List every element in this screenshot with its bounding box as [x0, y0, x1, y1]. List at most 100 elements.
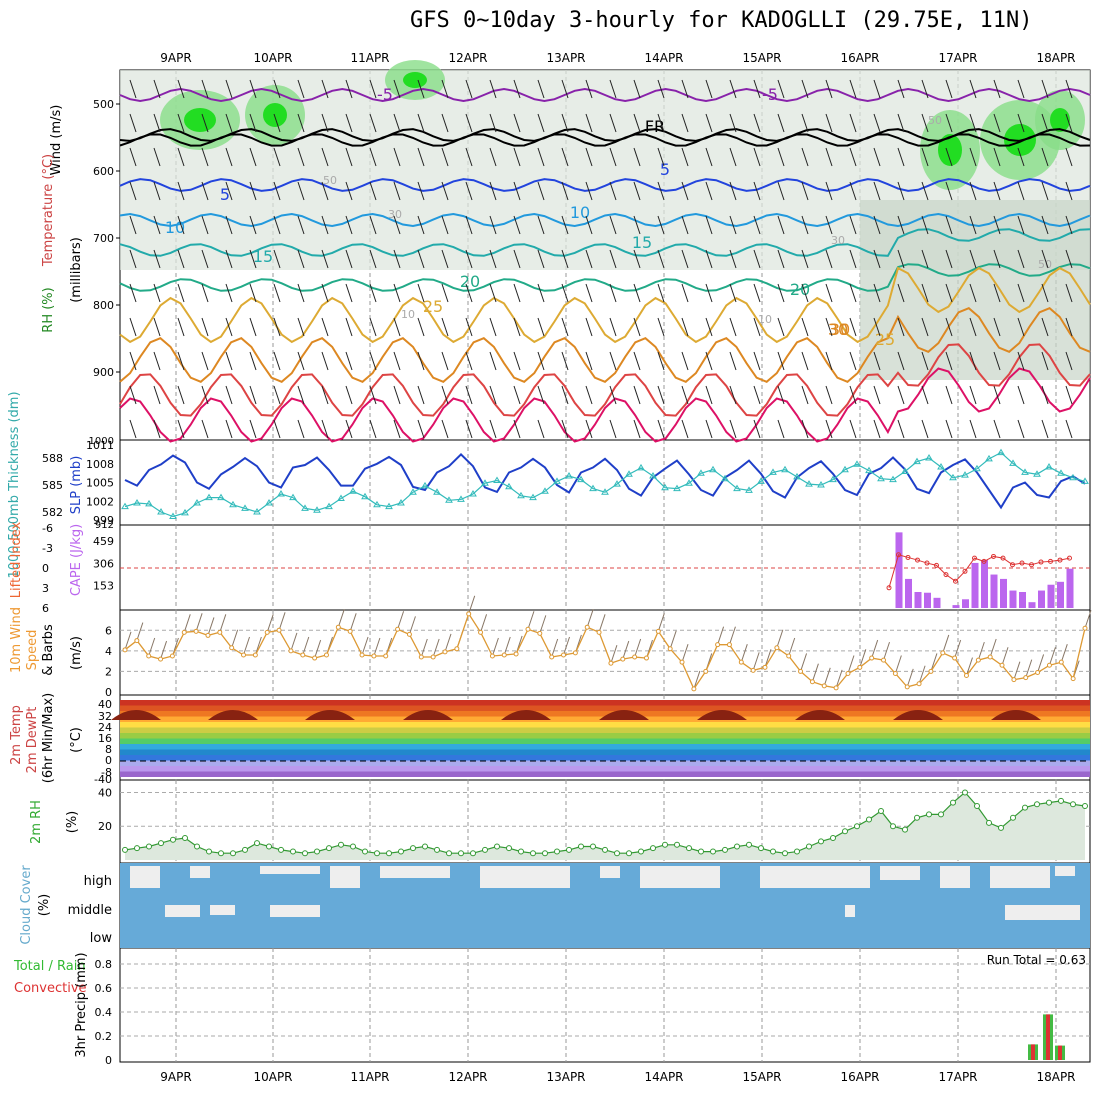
date-label-top: 12APR	[448, 51, 487, 65]
wind-barb	[633, 351, 641, 371]
wind-barb	[225, 351, 233, 371]
wind-barb-10m	[871, 639, 879, 659]
wind-marker	[798, 668, 804, 674]
wind-barb-10m	[160, 640, 168, 660]
wind-barb	[777, 113, 785, 133]
wind-barb	[873, 317, 881, 337]
wind-barb	[705, 385, 713, 405]
thickness-marker	[481, 479, 489, 486]
temp-tick: -40	[94, 773, 112, 786]
wind-barb	[969, 79, 977, 99]
wind-barb	[921, 419, 929, 439]
date-label-top: 13APR	[546, 51, 585, 65]
wind-barb-10m	[195, 613, 203, 632]
temperature-contour	[119, 87, 1091, 103]
thickness-marker	[1009, 459, 1017, 466]
wind-barb	[585, 215, 593, 235]
wind-barb	[705, 147, 713, 167]
wind-barb	[729, 147, 737, 167]
wind-barb	[585, 79, 593, 99]
cloud-gap	[1055, 866, 1075, 876]
wind-marker	[312, 655, 318, 661]
wind-barb	[537, 113, 545, 133]
wind-barb	[273, 113, 281, 133]
wind-barb	[849, 283, 857, 303]
wind-barb	[753, 283, 761, 303]
temp-max-bump	[305, 710, 355, 720]
wind-barb	[633, 283, 641, 303]
wind-barb	[465, 181, 473, 201]
wind-barb	[537, 351, 545, 371]
wind-barb	[417, 249, 425, 269]
wind-barb	[129, 317, 137, 337]
wind-marker	[525, 626, 531, 632]
precip-tick: 0.8	[95, 958, 113, 971]
wind-barb	[369, 249, 377, 269]
wind-barb-10m	[408, 616, 416, 635]
wind-barb	[225, 317, 233, 337]
wind-barb	[753, 113, 761, 133]
wind-barb	[921, 79, 929, 99]
wind-barb	[609, 113, 617, 133]
wind-barb	[873, 419, 881, 439]
thickness-marker	[973, 464, 981, 472]
thickness-marker	[661, 483, 669, 491]
contour-label: 30	[830, 320, 850, 339]
wind-marker	[406, 631, 412, 637]
rh-marker	[1058, 797, 1064, 804]
wind-barb	[1065, 215, 1073, 235]
wind-barb	[393, 215, 401, 235]
wind-barb	[657, 351, 665, 371]
wind-marker	[134, 638, 140, 644]
wind-barb	[585, 419, 593, 439]
wind-barb	[393, 385, 401, 405]
wind-barb	[609, 317, 617, 337]
wind-barb	[321, 249, 329, 269]
wind-barb	[969, 215, 977, 235]
rh-marker	[494, 843, 500, 850]
wind-marker	[916, 681, 922, 687]
date-label-top: 10APR	[253, 51, 292, 65]
wind-barb	[849, 317, 857, 337]
wind-marker	[596, 629, 602, 635]
rh-marker	[1034, 801, 1040, 808]
wind-barb	[369, 351, 377, 371]
temp-max-bump	[893, 710, 943, 720]
wind-barb	[369, 385, 377, 405]
temperature-contour	[119, 367, 1091, 443]
wind-barb	[633, 113, 641, 133]
ylabel-thickness: 1000-500mb Thickness (dm)	[7, 391, 22, 578]
wind-barb-10m	[598, 614, 606, 633]
wind-barb	[273, 419, 281, 439]
contour-label: 25	[875, 330, 895, 349]
wind-barb	[441, 283, 449, 303]
wind-barb	[201, 249, 209, 269]
wind-barb	[537, 385, 545, 405]
wind-barb	[753, 181, 761, 201]
rh-tick: 40	[98, 786, 112, 799]
wind-barb	[249, 79, 257, 99]
wind-marker	[252, 652, 258, 658]
wind-barb	[225, 419, 233, 439]
thickness-tick: 585	[42, 479, 63, 492]
cloud-gap	[330, 866, 360, 888]
wind-barb	[273, 79, 281, 99]
wind-barb	[777, 385, 785, 405]
wind-barb	[657, 419, 665, 439]
slp-tick: 1002	[86, 495, 114, 508]
wind-marker	[643, 655, 649, 661]
wind-barb	[801, 147, 809, 167]
wind-barb	[537, 283, 545, 303]
thickness-marker	[841, 465, 849, 473]
thickness-marker	[997, 448, 1005, 456]
rh-marker	[518, 848, 524, 855]
wind-barb	[561, 419, 569, 439]
thickness-tick: 582	[42, 506, 63, 519]
wind-barb-10m	[349, 613, 357, 632]
li-marker	[905, 554, 911, 560]
thickness-marker	[637, 463, 645, 471]
wind-barb	[537, 419, 545, 439]
contour-label: 50	[1038, 258, 1052, 271]
wind-barb	[1017, 385, 1025, 405]
ylabel-wind-units: (m/s)	[69, 636, 84, 670]
